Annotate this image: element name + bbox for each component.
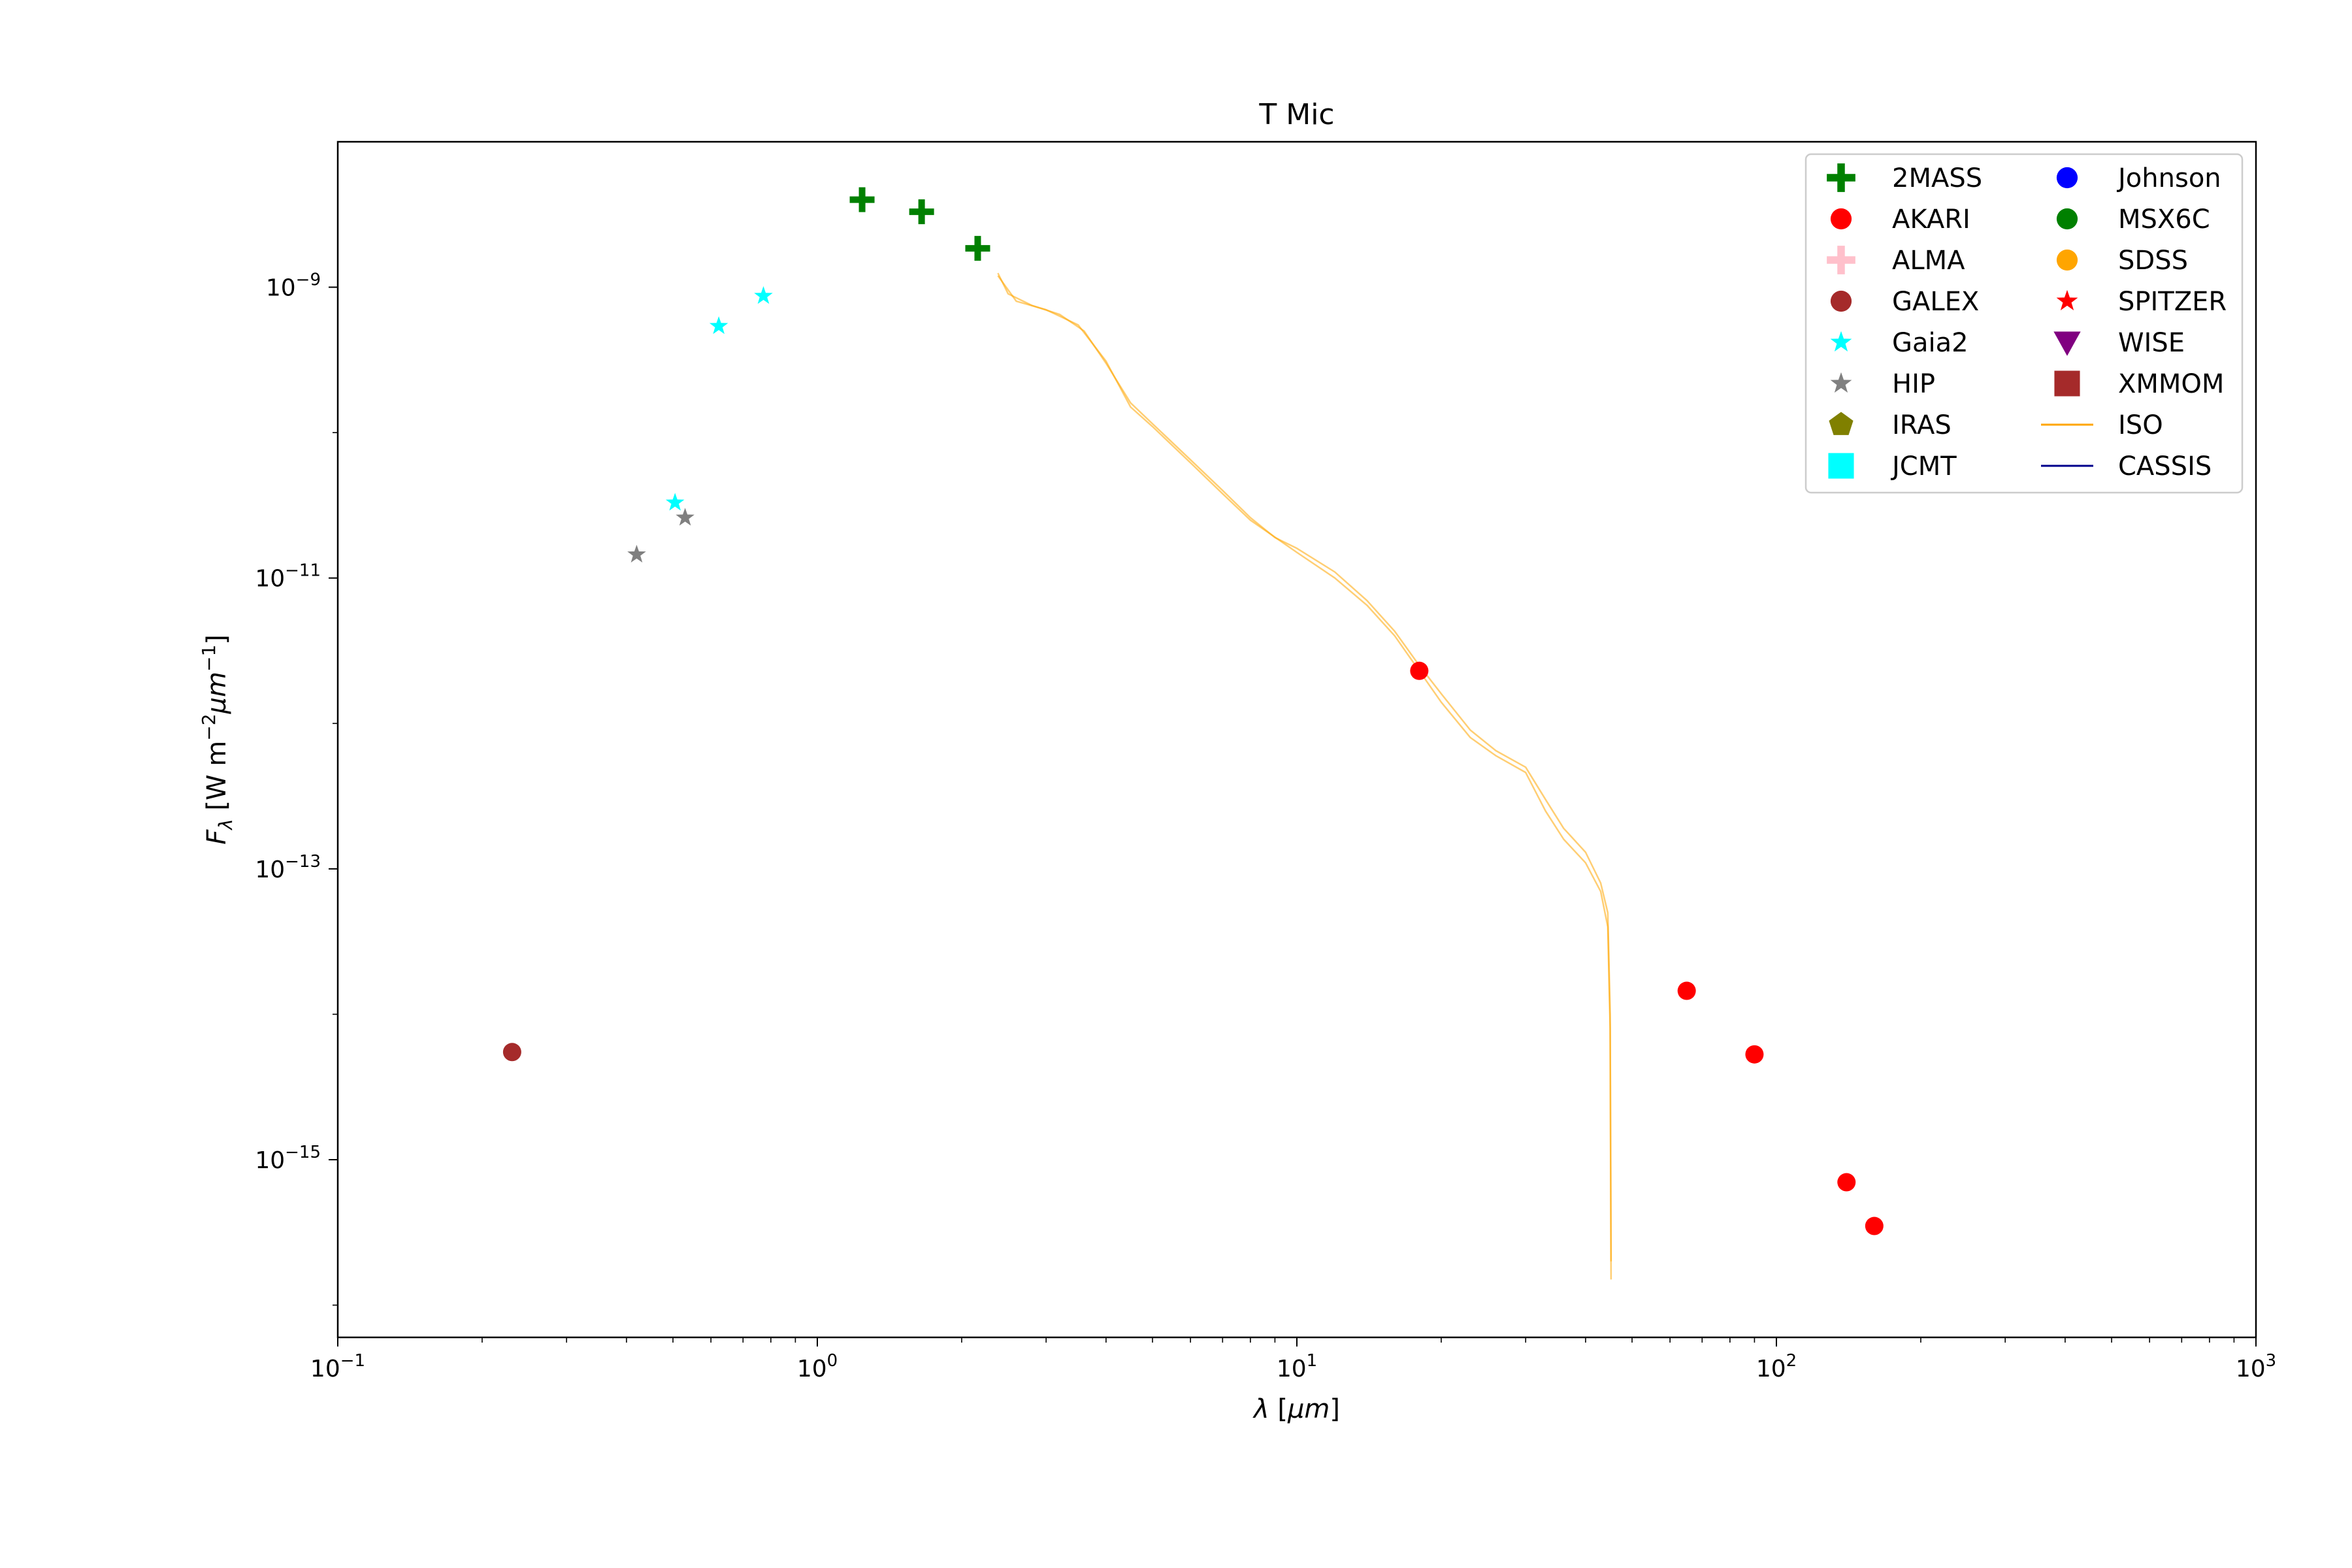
legend-label-sdss: SDSS <box>2118 246 2188 276</box>
2mass-point-1 <box>849 187 875 212</box>
akari-point-2 <box>1677 981 1696 1000</box>
legend-label-msx6c: MSX6C <box>2118 204 2210 235</box>
y-tick-label: 10−15 <box>255 1143 321 1174</box>
legend-label-spitzer: SPITZER <box>2118 287 2227 317</box>
legend-marker-xmmom <box>2054 370 2080 397</box>
x-axis-label: λ [μm] <box>1252 1394 1340 1424</box>
x-tick-label: 10−1 <box>310 1351 365 1382</box>
plot-frame <box>336 140 2257 1339</box>
gaia2-point-1 <box>665 493 685 511</box>
legend-label-cassis: CASSIS <box>2118 451 2212 482</box>
y-tick-label: 10−9 <box>266 270 321 302</box>
legend-marker-galex <box>1830 290 1852 312</box>
legend-marker-sdss <box>2056 249 2078 271</box>
legend-label-wise: WISE <box>2118 328 2185 358</box>
legend-marker-2mass <box>1827 163 1855 192</box>
legend-marker-spitzer <box>2056 289 2078 310</box>
iso-spectrum-line-2 <box>997 275 1612 1262</box>
legend-label-xmmom: XMMOM <box>2118 369 2224 399</box>
legend-label-2mass: 2MASS <box>1892 163 1982 193</box>
gaia2-point-3 <box>754 286 773 304</box>
akari-point-1 <box>1410 661 1429 680</box>
legend-marker-hip <box>1830 372 1852 393</box>
legend-marker-iras <box>1829 412 1854 435</box>
legend-label-iso: ISO <box>2118 410 2163 440</box>
2mass-point-2 <box>909 199 934 225</box>
y-tick-label: 10−13 <box>255 852 321 883</box>
legend-label-galex: GALEX <box>1892 287 1979 317</box>
iso-spectrum-layer <box>997 272 1612 1280</box>
legend-marker-alma <box>1827 246 1855 274</box>
chart-title: T Mic <box>1258 98 1334 131</box>
x-tick-label: 100 <box>797 1351 838 1382</box>
axis-ticks-layer: 10−1 100 101 102 103 10−9 10−11 10−13 10−15 <box>255 270 2276 1382</box>
y-tick-label: 10−11 <box>255 561 321 593</box>
hip-point-2 <box>676 508 694 526</box>
legend-marker-jcmt <box>1828 453 1854 479</box>
legend-label-hip: HIP <box>1892 369 1935 399</box>
x-tick-label: 101 <box>1277 1351 1317 1382</box>
legend-marker-johnson <box>2056 167 2078 189</box>
akari-point-4 <box>1837 1173 1856 1192</box>
x-tick-label: 103 <box>2236 1351 2276 1382</box>
legend-marker-msx6c <box>2056 208 2078 230</box>
legend-frame <box>1805 153 2244 494</box>
legend-label-iras: IRAS <box>1892 410 1952 440</box>
legend-marker-gaia2 <box>1830 331 1852 351</box>
legend-marker-akari <box>1830 208 1852 230</box>
gaia2-point-2 <box>709 316 728 335</box>
x-tick-label: 102 <box>1756 1351 1797 1382</box>
galex-point-1 <box>502 1043 521 1062</box>
legend-label-akari: AKARI <box>1892 204 1970 235</box>
akari-point-5 <box>1865 1217 1884 1235</box>
legend-marker-wise <box>2053 331 2081 356</box>
akari-point-3 <box>1745 1045 1764 1064</box>
photometry-points-layer <box>502 187 1884 1235</box>
legend-label-jcmt: JCMT <box>1890 451 1957 482</box>
legend: 2MASS AKARI ALMA GALEX Gaia2 HIP IRAS JCMT Johns… <box>1805 153 2244 494</box>
legend-label-gaia2: Gaia2 <box>1892 328 1968 358</box>
legend-label-johnson: Johnson <box>2116 163 2221 193</box>
hip-point-1 <box>627 544 646 563</box>
y-axis-label: Fλ [W m−2μm−1] <box>198 634 237 845</box>
legend-label-alma: ALMA <box>1892 246 1965 276</box>
2mass-point-3 <box>965 236 990 261</box>
